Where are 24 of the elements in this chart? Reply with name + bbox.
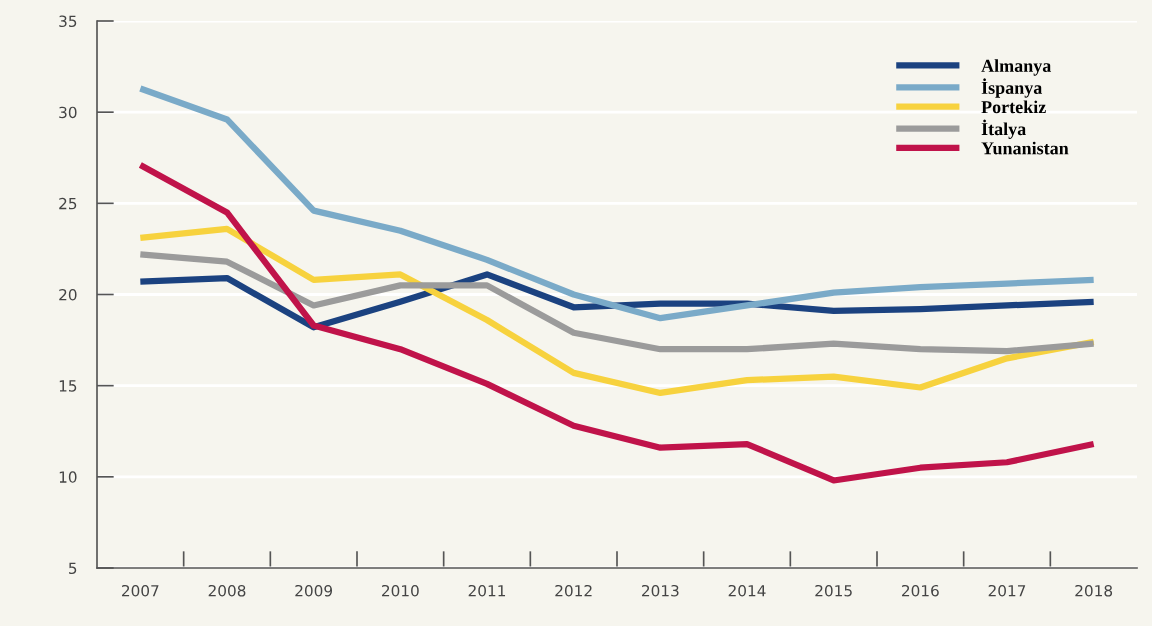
x-tick-label: 2012 (555, 584, 592, 597)
y-tick-label: 25 (59, 197, 77, 210)
x-tick-label: 2011 (468, 584, 506, 597)
legend-label: İspanya (981, 78, 1043, 98)
x-tick-label: 2010 (382, 584, 419, 597)
x-tick-label: 2018 (1075, 584, 1113, 597)
y-tick-label: 30 (59, 106, 77, 119)
x-tick-label: 2013 (642, 584, 679, 597)
y-tick-label: 15 (59, 380, 77, 392)
legend-label: Portekiz (981, 100, 1046, 114)
y-tick-label: 10 (59, 471, 77, 483)
y-tick-label: 35 (59, 15, 77, 28)
legend-label: Almanya (981, 59, 1052, 76)
y-tick-label: 20 (59, 288, 77, 301)
legend-label: Yunanistan (981, 141, 1069, 155)
legend-label: İtalya (981, 119, 1026, 139)
x-tick-label: 2017 (988, 584, 1026, 597)
x-tick-label: 2009 (295, 584, 333, 597)
x-tick-label: 2014 (728, 584, 766, 597)
x-tick-label: 2015 (815, 584, 852, 597)
x-tick-label: 2007 (122, 584, 159, 597)
y-tick-label: 5 (69, 562, 77, 575)
x-tick-label: 2008 (208, 584, 246, 597)
x-tick-label: 2016 (902, 584, 939, 597)
